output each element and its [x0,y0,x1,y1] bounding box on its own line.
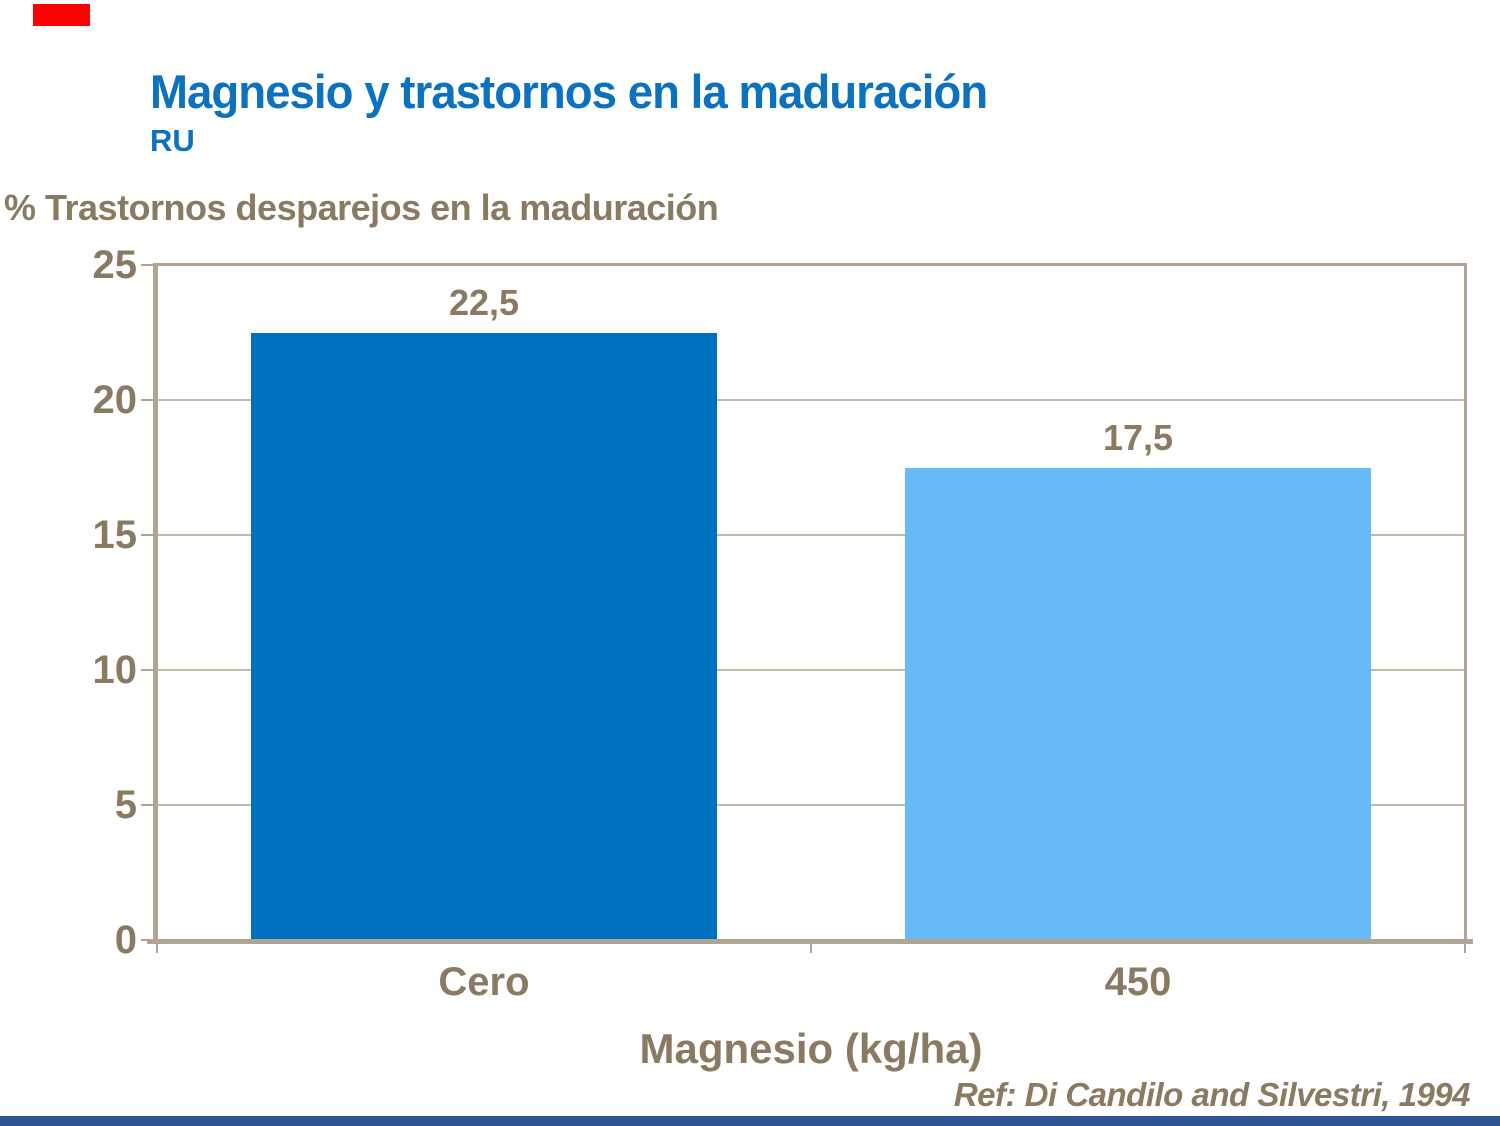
chart-title-y-axis-caption: % Trastornos desparejos en la maduración [4,187,719,228]
y-axis-line [153,263,158,944]
gridline [157,804,1465,806]
y-tick-label: 20 [92,378,138,422]
y-tick-label: 10 [92,648,138,692]
y-tick-label: 25 [92,243,138,287]
slide-title: Magnesio y trastornos en la maduración [150,65,988,118]
bar-value-label: 22,5 [448,281,520,323]
y-tick-label: 0 [114,918,137,962]
bar-Cero [251,332,717,940]
category-label: Cero [438,960,530,1004]
gridline [157,399,1465,401]
gridline [157,669,1465,671]
category-label: 450 [1104,960,1172,1004]
y-tick-mark [141,399,155,401]
top-left-accent-rectangle [33,4,90,26]
reference-citation: Ref: Di Candilo and Silvestri, 1994 [953,1076,1471,1113]
x-tick-mark [156,940,158,953]
y-tick-label: 15 [92,513,138,557]
x-axis-title: Magnesio (kg/ha) [639,1025,983,1072]
x-tick-mark [810,940,812,953]
bottom-footer-bar [0,1116,1500,1126]
y-tick-mark [141,804,155,806]
bar-450 [905,467,1371,940]
y-tick-mark [141,669,155,671]
plot-top-border [157,263,1467,266]
slide-subtitle: RU [150,123,195,158]
plot-right-border [1464,263,1467,942]
y-tick-mark [141,264,155,266]
x-axis-line [147,939,1473,944]
x-tick-mark [1464,940,1466,953]
bar-value-label: 17,5 [1102,416,1174,458]
y-tick-label: 5 [114,783,137,827]
y-tick-mark [141,534,155,536]
gridline [157,534,1465,536]
